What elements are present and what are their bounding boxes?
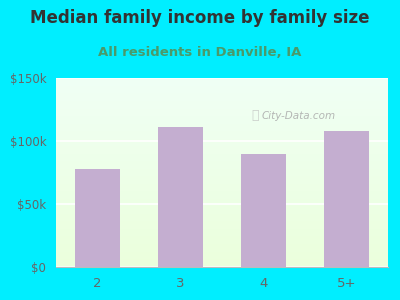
Bar: [241, 154, 286, 267]
Bar: [324, 131, 369, 267]
Bar: [75, 169, 120, 267]
Bar: [158, 127, 203, 267]
Text: All residents in Danville, IA: All residents in Danville, IA: [98, 46, 302, 59]
Text: Median family income by family size: Median family income by family size: [30, 9, 370, 27]
Bar: [75, 169, 120, 267]
Bar: [241, 154, 286, 267]
Bar: [324, 131, 369, 267]
Text: ⓘ: ⓘ: [252, 109, 259, 122]
Text: City-Data.com: City-Data.com: [261, 111, 336, 121]
Bar: [158, 127, 203, 267]
